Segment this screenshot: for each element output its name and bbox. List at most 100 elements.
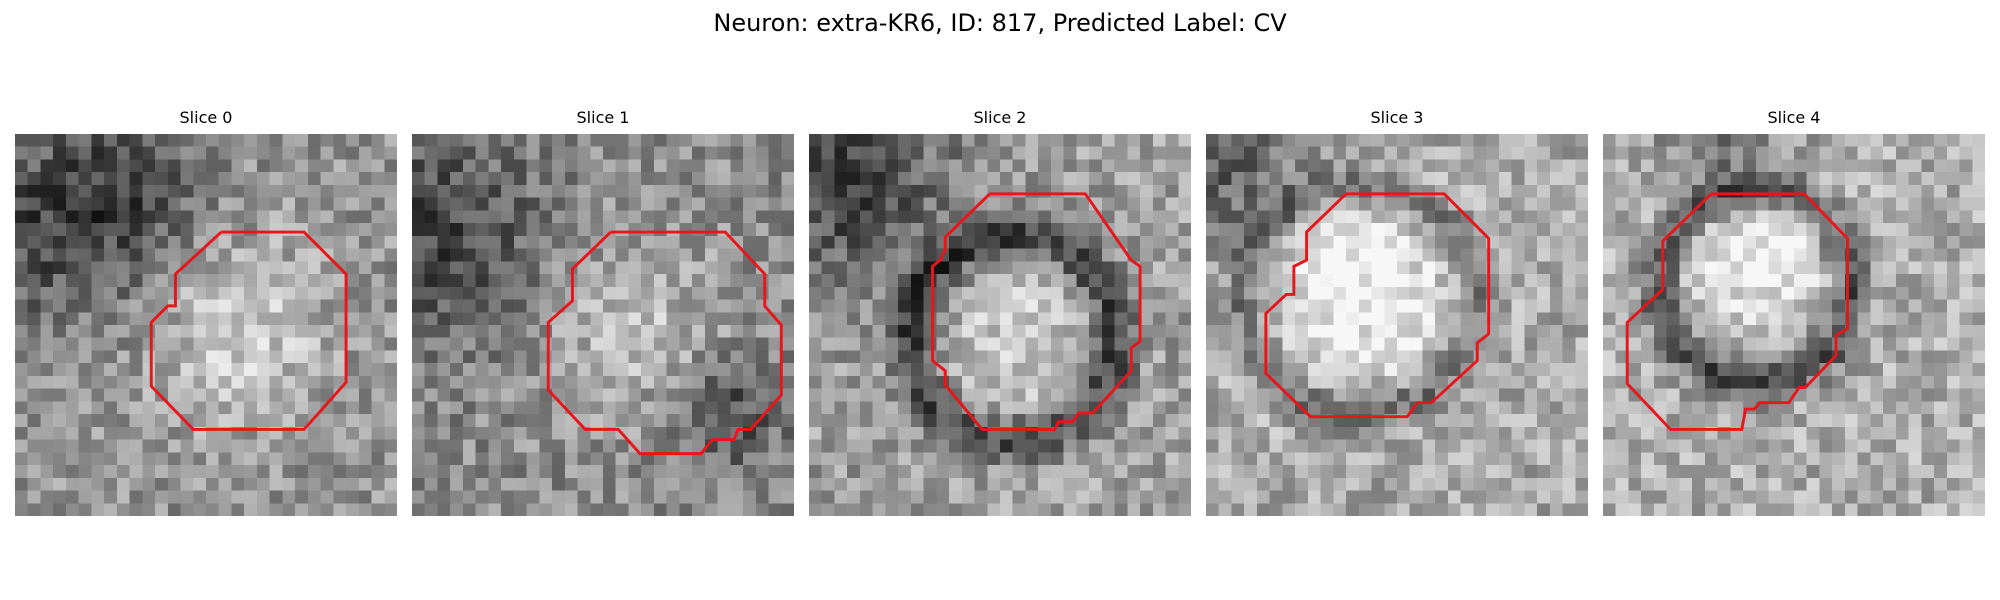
pixel <box>1218 325 1232 338</box>
pixel <box>1730 299 1744 313</box>
pixel <box>1615 312 1629 326</box>
pixel <box>1371 337 1385 351</box>
pixel <box>885 210 899 224</box>
pixel <box>1206 426 1219 440</box>
pixel <box>717 426 731 440</box>
pixel <box>1101 312 1115 326</box>
pixel <box>1333 146 1347 160</box>
pixel <box>1371 439 1385 453</box>
pixel <box>104 286 118 300</box>
pixel <box>1282 223 1296 237</box>
pixel <box>15 223 28 237</box>
pixel <box>692 363 706 377</box>
pixel <box>653 235 667 249</box>
pixel <box>1628 248 1642 262</box>
pixel <box>1422 375 1436 389</box>
pixel <box>1934 134 1948 147</box>
pixel <box>1653 439 1667 453</box>
pixel <box>679 350 693 364</box>
pixel <box>641 223 655 237</box>
pixel <box>1908 388 1922 402</box>
pixel <box>1384 439 1398 453</box>
pixel <box>821 375 835 389</box>
pixel <box>1768 299 1782 313</box>
pixel <box>872 235 886 249</box>
pixel <box>218 325 232 338</box>
pixel <box>104 414 118 428</box>
pixel <box>1025 452 1039 466</box>
pixel <box>1921 312 1935 326</box>
pixel <box>244 477 258 491</box>
pixel <box>1089 274 1103 288</box>
pixel <box>282 337 296 351</box>
pixel <box>1256 477 1270 491</box>
pixel <box>1165 414 1179 428</box>
pixel <box>564 350 578 364</box>
pixel <box>1959 490 1973 504</box>
pixel <box>1486 503 1500 516</box>
pixel <box>641 337 655 351</box>
pixel <box>1089 414 1103 428</box>
pixel <box>1653 274 1667 288</box>
pixel <box>1537 299 1551 313</box>
pixel <box>1269 235 1283 249</box>
pixel <box>1666 159 1680 173</box>
pixel <box>1089 337 1103 351</box>
pixel <box>78 503 92 516</box>
pixel <box>704 426 718 440</box>
pixel <box>53 223 67 237</box>
pixel <box>1511 465 1525 479</box>
pixel <box>577 146 591 160</box>
pixel <box>781 159 794 173</box>
pixel <box>821 452 835 466</box>
pixel <box>526 146 540 160</box>
pixel <box>488 235 502 249</box>
pixel <box>1704 401 1718 415</box>
pixel <box>628 286 642 300</box>
pixel <box>872 401 886 415</box>
pixel <box>155 363 169 377</box>
pixel <box>91 426 105 440</box>
pixel <box>1717 388 1731 402</box>
pixel <box>1717 350 1731 364</box>
pixel <box>218 274 232 288</box>
pixel <box>1704 337 1718 351</box>
pixel <box>295 172 309 186</box>
pixel <box>1692 261 1706 275</box>
pixel <box>898 465 912 479</box>
pixel <box>1895 388 1909 402</box>
pixel <box>1692 134 1706 147</box>
pixel <box>603 439 616 453</box>
pixel <box>1295 312 1309 326</box>
pixel <box>1231 261 1245 275</box>
pixel <box>1679 299 1693 313</box>
pixel <box>167 235 181 249</box>
pixel <box>218 477 232 491</box>
pixel <box>1447 401 1461 415</box>
pixel <box>1524 337 1538 351</box>
pixel <box>730 223 744 237</box>
pixel <box>333 146 347 160</box>
pixel <box>1832 286 1846 300</box>
pixel <box>1371 299 1385 313</box>
pixel <box>1000 375 1013 389</box>
pixel <box>116 274 130 288</box>
pixel <box>1743 248 1757 262</box>
pixel <box>193 159 207 173</box>
pixel <box>371 312 385 326</box>
pixel <box>1447 312 1461 326</box>
pixel <box>1959 388 1973 402</box>
pixel <box>666 350 680 364</box>
pixel <box>1140 312 1154 326</box>
pixel <box>1307 172 1321 186</box>
pixel <box>987 452 1001 466</box>
pixel <box>231 325 245 338</box>
pixel <box>974 274 988 288</box>
pixel <box>653 210 667 224</box>
pixel <box>462 274 476 288</box>
pixel <box>847 223 861 237</box>
pixel <box>282 274 296 288</box>
pixel <box>269 312 283 326</box>
pixel <box>307 477 321 491</box>
pixel <box>424 235 438 249</box>
